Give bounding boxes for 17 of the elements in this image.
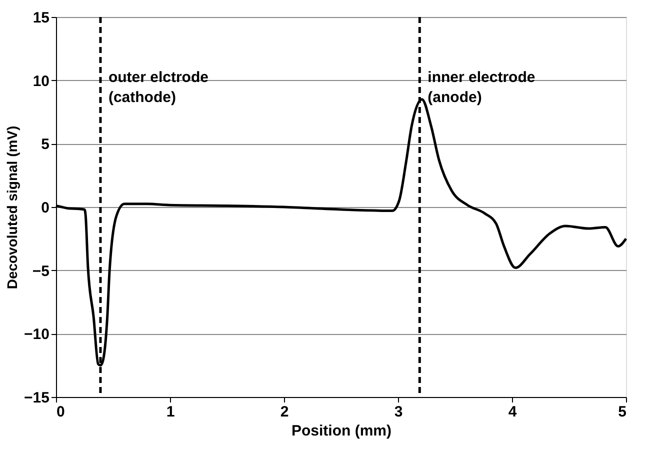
y-tick-label: −10	[24, 326, 50, 344]
y-tick-label: −5	[32, 262, 50, 280]
x-tick-label: 3	[394, 404, 403, 420]
x-tick-label: 0	[56, 404, 65, 420]
y-tick-label: 15	[32, 10, 50, 26]
x-tick-label: 4	[508, 404, 518, 420]
y-axis-title: Decovoluted signal (mV)	[4, 126, 20, 290]
y-tick-label: 10	[32, 72, 50, 90]
x-tick-label: 5	[618, 404, 626, 420]
y-tick-label: 5	[41, 136, 50, 154]
ref-line-label: outer elctrode (cathode)	[108, 69, 208, 106]
x-tick-label: 2	[280, 404, 289, 420]
x-axis-title: Position (mm)	[292, 422, 392, 440]
ref-line-label: inner electrode (anode)	[428, 69, 536, 106]
y-tick-label: 0	[41, 200, 50, 216]
y-tick-label: −15	[24, 390, 50, 406]
x-tick-label: 1	[166, 404, 175, 420]
